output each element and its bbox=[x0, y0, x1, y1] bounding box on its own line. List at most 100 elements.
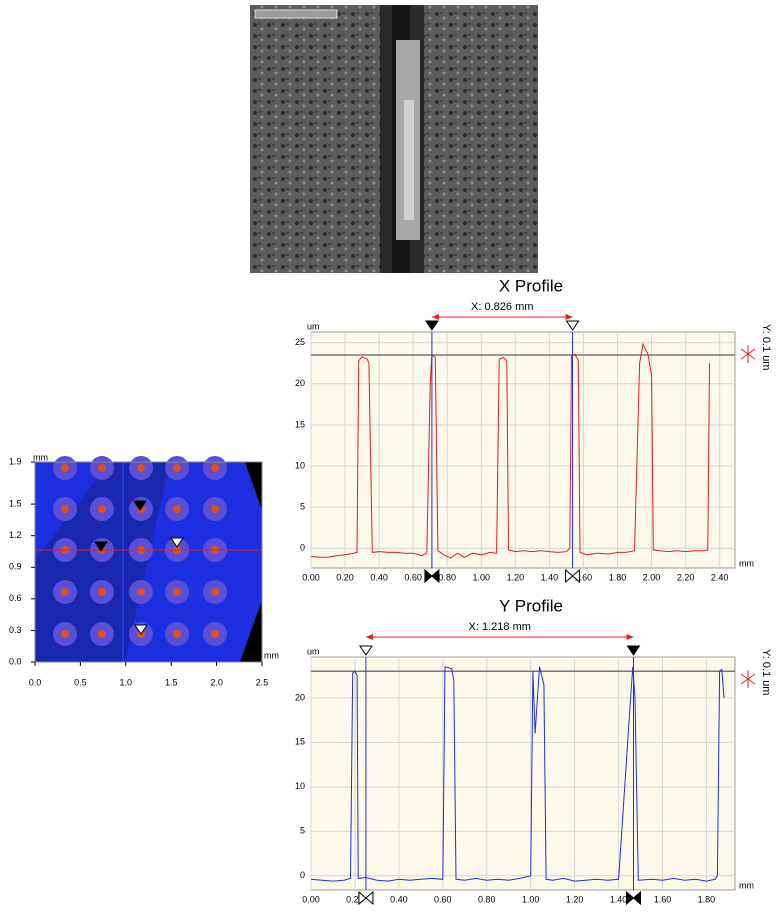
y-tick-label: 0.9 bbox=[9, 562, 22, 572]
pad bbox=[61, 464, 69, 472]
chart-title: X Profile bbox=[499, 276, 563, 295]
pad bbox=[137, 464, 145, 472]
x-tick-label: 1.40 bbox=[610, 894, 628, 904]
x-tick-label: 2.00 bbox=[643, 572, 661, 582]
pad bbox=[98, 630, 106, 638]
plot-area bbox=[310, 656, 736, 891]
y-axis-unit: um bbox=[307, 646, 320, 656]
cursor-bowtie bbox=[431, 568, 440, 584]
pad bbox=[211, 630, 219, 638]
x-tick-label: 2.0 bbox=[210, 677, 223, 687]
pad bbox=[61, 588, 69, 596]
x-tick-label: 0.80 bbox=[478, 894, 496, 904]
side-label: Y: 0.1 um bbox=[760, 649, 772, 695]
cursor-bowtie bbox=[365, 890, 374, 906]
x-tick-label: 1.00 bbox=[473, 572, 491, 582]
pad bbox=[211, 588, 219, 596]
y-tick-label: 5 bbox=[300, 502, 305, 512]
x-tick-label: 0.00 bbox=[302, 894, 320, 904]
side-mark bbox=[740, 348, 756, 360]
x-tick-label: 2.20 bbox=[677, 572, 695, 582]
span-arrowhead bbox=[626, 634, 634, 640]
map-marker bbox=[134, 624, 148, 635]
map-marker bbox=[133, 500, 147, 511]
y-tick-label: 5 bbox=[300, 826, 305, 836]
y-tick-label: 1.5 bbox=[9, 498, 22, 508]
x-tick-label: 0.60 bbox=[404, 572, 422, 582]
x-tick-label: 1.0 bbox=[120, 677, 133, 687]
x-tick-label: 1.60 bbox=[575, 572, 593, 582]
y-tick-label: 15 bbox=[295, 419, 305, 429]
cursor-bowtie bbox=[632, 890, 642, 906]
pad bbox=[61, 630, 69, 638]
chart-title: Y Profile bbox=[499, 596, 563, 615]
x-axis-unit: mm bbox=[264, 650, 279, 660]
x-axis-unit: mm bbox=[739, 880, 754, 890]
pad bbox=[98, 464, 106, 472]
cursor-bowtie bbox=[571, 568, 581, 584]
x-tick-label: 1.00 bbox=[522, 894, 540, 904]
cursor-bowtie bbox=[565, 568, 574, 584]
y-tick-label: 0 bbox=[300, 870, 305, 880]
pad bbox=[173, 630, 181, 638]
profile-line bbox=[310, 342, 710, 559]
x-tick-label: 1.20 bbox=[507, 572, 525, 582]
x-tick-label: 2.40 bbox=[711, 572, 729, 582]
y-tick-label: 10 bbox=[295, 781, 305, 791]
span-arrowhead bbox=[365, 634, 373, 640]
x-tick-label: 1.60 bbox=[654, 894, 672, 904]
y-tick-label: 0.0 bbox=[9, 656, 22, 666]
x-tick-label: 1.80 bbox=[609, 572, 627, 582]
x-tick-label: 0.20 bbox=[336, 572, 354, 582]
x-tick-label: 0.5 bbox=[74, 677, 87, 687]
x-tick-label: 2.5 bbox=[256, 677, 269, 687]
y-axis-unit: um bbox=[307, 321, 320, 331]
x-axis-unit: mm bbox=[739, 558, 754, 568]
pad bbox=[98, 505, 106, 513]
y-tick-label: 20 bbox=[295, 378, 305, 388]
y-tick-label: 15 bbox=[295, 737, 305, 747]
plot-frame bbox=[34, 461, 263, 663]
y-tick-label: 10 bbox=[295, 460, 305, 470]
cursor-bowtie bbox=[358, 890, 367, 906]
span-arrowhead bbox=[565, 314, 573, 320]
y-tick-label: 0.6 bbox=[9, 593, 22, 603]
y-axis-unit: mm bbox=[33, 452, 48, 462]
pad bbox=[211, 464, 219, 472]
cursor-bowtie bbox=[626, 890, 635, 906]
x-tick-label: 0.00 bbox=[302, 572, 320, 582]
pad bbox=[98, 588, 106, 596]
x-tick-label: 0.40 bbox=[390, 894, 408, 904]
cursor-marker bbox=[626, 645, 641, 656]
cursor-bowtie bbox=[424, 568, 433, 584]
pad bbox=[61, 505, 69, 513]
x-tick-label: 0.60 bbox=[434, 894, 452, 904]
x-tick-label: 0.40 bbox=[370, 572, 388, 582]
x-tick-label: 0.20 bbox=[346, 894, 364, 904]
plot-area bbox=[310, 331, 736, 569]
span-annotation: X: 1.218 mm bbox=[469, 621, 531, 633]
side-mark bbox=[740, 673, 756, 685]
x-tick-label: 0.0 bbox=[29, 677, 42, 687]
map-marker bbox=[94, 541, 108, 552]
y-tick-label: 25 bbox=[295, 337, 305, 347]
surface-map bbox=[35, 456, 262, 662]
cursor-marker bbox=[358, 645, 373, 656]
y-tick-label: 20 bbox=[295, 692, 305, 702]
x-tick-label: 0.80 bbox=[438, 572, 456, 582]
span-arrowhead bbox=[431, 314, 439, 320]
y-tick-label: 1.9 bbox=[9, 456, 22, 466]
pad bbox=[137, 588, 145, 596]
x-tick-label: 1.5 bbox=[165, 677, 178, 687]
y-tick-label: 0 bbox=[300, 543, 305, 553]
side-label: Y: 0.1 um bbox=[760, 324, 772, 370]
span-annotation: X: 0.826 mm bbox=[471, 301, 533, 313]
x-tick-label: 1.40 bbox=[541, 572, 559, 582]
y-tick-label: 1.2 bbox=[9, 530, 22, 540]
x-tick-label: 1.20 bbox=[566, 894, 584, 904]
x-tick-label: 1.80 bbox=[698, 894, 716, 904]
map-marker bbox=[170, 537, 184, 548]
cursor-marker bbox=[565, 320, 580, 331]
